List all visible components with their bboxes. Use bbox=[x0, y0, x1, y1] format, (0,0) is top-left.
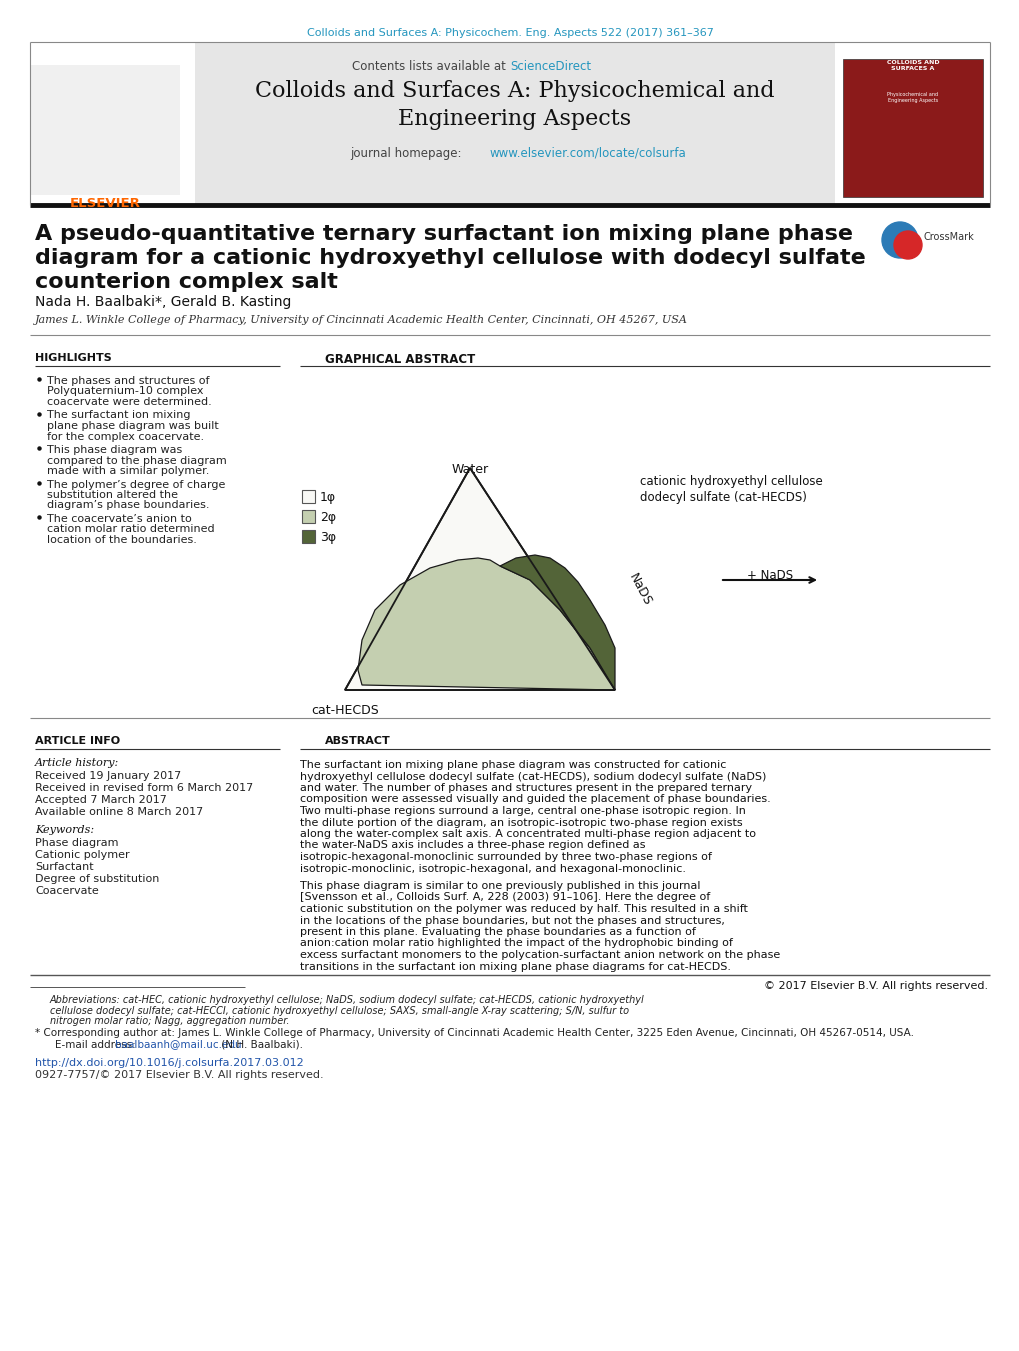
Text: isotropic-hexagonal-monoclinic surrounded by three two-phase regions of: isotropic-hexagonal-monoclinic surrounde… bbox=[300, 852, 711, 862]
Text: Received in revised form 6 March 2017: Received in revised form 6 March 2017 bbox=[35, 784, 253, 793]
Text: cationic hydroxyethyl cellulose: cationic hydroxyethyl cellulose bbox=[639, 476, 822, 488]
Bar bbox=[30, 65, 179, 195]
Text: cellulose dodecyl sulfate; cat-HECCI, cationic hydroxyethyl cellulose; SAXS, sma: cellulose dodecyl sulfate; cat-HECCI, ca… bbox=[50, 1005, 629, 1016]
Text: substitution altered the: substitution altered the bbox=[47, 490, 178, 500]
Text: counterion complex salt: counterion complex salt bbox=[35, 272, 337, 292]
Text: diagram’s phase boundaries.: diagram’s phase boundaries. bbox=[47, 500, 209, 511]
Text: Cationic polymer: Cationic polymer bbox=[35, 850, 129, 861]
Text: Surfactant: Surfactant bbox=[35, 862, 94, 871]
Text: Phase diagram: Phase diagram bbox=[35, 838, 118, 848]
Text: ABSTRACT: ABSTRACT bbox=[325, 736, 390, 746]
Text: Available online 8 March 2017: Available online 8 March 2017 bbox=[35, 807, 203, 817]
Polygon shape bbox=[344, 467, 614, 690]
Text: Nada H. Baalbaki*, Gerald B. Kasting: Nada H. Baalbaki*, Gerald B. Kasting bbox=[35, 295, 291, 309]
Text: for the complex coacervate.: for the complex coacervate. bbox=[47, 431, 204, 442]
Bar bbox=[302, 509, 315, 523]
Text: [Svensson et al., Colloids Surf. A, 228 (2003) 91–106]. Here the degree of: [Svensson et al., Colloids Surf. A, 228 … bbox=[300, 893, 709, 902]
Text: composition were assessed visually and guided the placement of phase boundaries.: composition were assessed visually and g… bbox=[300, 794, 770, 804]
Polygon shape bbox=[499, 555, 614, 690]
Text: COLLOIDS AND
SURFACES A: COLLOIDS AND SURFACES A bbox=[886, 59, 938, 72]
Text: compared to the phase diagram: compared to the phase diagram bbox=[47, 455, 226, 466]
Text: the water-NaDS axis includes a three-phase region defined as: the water-NaDS axis includes a three-pha… bbox=[300, 840, 645, 851]
Bar bbox=[302, 490, 315, 503]
Text: ScienceDirect: ScienceDirect bbox=[510, 59, 591, 73]
Text: Water: Water bbox=[451, 463, 488, 476]
Text: Colloids and Surfaces A: Physicochemical and
Engineering Aspects: Colloids and Surfaces A: Physicochemical… bbox=[255, 80, 774, 130]
Text: diagram for a cationic hydroxyethyl cellulose with dodecyl sulfate: diagram for a cationic hydroxyethyl cell… bbox=[35, 249, 865, 267]
Text: isotropic-monoclinic, isotropic-hexagonal, and hexagonal-monoclinic.: isotropic-monoclinic, isotropic-hexagona… bbox=[300, 863, 686, 874]
Text: coacervate were determined.: coacervate were determined. bbox=[47, 397, 212, 407]
Text: in the locations of the phase boundaries, but not the phases and structures,: in the locations of the phase boundaries… bbox=[300, 916, 725, 925]
Text: This phase diagram is similar to one previously published in this journal: This phase diagram is similar to one pre… bbox=[300, 881, 700, 892]
Text: the dilute portion of the diagram, an isotropic-isotropic two-phase region exist: the dilute portion of the diagram, an is… bbox=[300, 817, 742, 828]
Bar bbox=[842, 59, 982, 197]
Text: Article history:: Article history: bbox=[35, 758, 119, 767]
Text: 0927-7757/© 2017 Elsevier B.V. All rights reserved.: 0927-7757/© 2017 Elsevier B.V. All right… bbox=[35, 1070, 323, 1081]
Text: location of the boundaries.: location of the boundaries. bbox=[47, 535, 197, 544]
Text: journal homepage:: journal homepage: bbox=[350, 147, 465, 159]
Text: Accepted 7 March 2017: Accepted 7 March 2017 bbox=[35, 794, 167, 805]
Text: The coacervate’s anion to: The coacervate’s anion to bbox=[47, 513, 192, 524]
Text: Polyquaternium-10 complex: Polyquaternium-10 complex bbox=[47, 386, 204, 396]
Text: and water. The number of phases and structures present in the prepared ternary: and water. The number of phases and stru… bbox=[300, 784, 751, 793]
Text: along the water-complex salt axis. A concentrated multi-phase region adjacent to: along the water-complex salt axis. A con… bbox=[300, 830, 755, 839]
Text: The surfactant ion mixing plane phase diagram was constructed for cationic: The surfactant ion mixing plane phase di… bbox=[300, 761, 726, 770]
Text: dodecyl sulfate (cat-HECDS): dodecyl sulfate (cat-HECDS) bbox=[639, 490, 806, 504]
Bar bbox=[302, 530, 315, 543]
Text: hydroxyethyl cellulose dodecyl sulfate (cat-HECDS), sodium dodecyl sulfate (NaDS: hydroxyethyl cellulose dodecyl sulfate (… bbox=[300, 771, 765, 781]
Circle shape bbox=[881, 222, 917, 258]
Text: This phase diagram was: This phase diagram was bbox=[47, 444, 182, 455]
Text: plane phase diagram was built: plane phase diagram was built bbox=[47, 422, 218, 431]
Text: made with a similar polymer.: made with a similar polymer. bbox=[47, 466, 209, 476]
Text: Contents lists available at: Contents lists available at bbox=[352, 59, 510, 73]
Text: www.elsevier.com/locate/colsurfa: www.elsevier.com/locate/colsurfa bbox=[489, 147, 686, 159]
Text: baalbaanh@mail.uc.edu: baalbaanh@mail.uc.edu bbox=[115, 1039, 242, 1050]
Bar bbox=[195, 42, 835, 205]
Text: The phases and structures of: The phases and structures of bbox=[47, 376, 209, 386]
Text: nitrogen molar ratio; Nagg, aggregation number.: nitrogen molar ratio; Nagg, aggregation … bbox=[50, 1016, 289, 1025]
Text: + NaDS: + NaDS bbox=[746, 569, 793, 582]
Text: http://dx.doi.org/10.1016/j.colsurfa.2017.03.012: http://dx.doi.org/10.1016/j.colsurfa.201… bbox=[35, 1058, 304, 1067]
Text: anion:cation molar ratio highlighted the impact of the hydrophobic binding of: anion:cation molar ratio highlighted the… bbox=[300, 939, 733, 948]
Text: transitions in the surfactant ion mixing plane phase diagrams for cat-HECDS.: transitions in the surfactant ion mixing… bbox=[300, 962, 731, 971]
Text: Physicochemical and
Engineering Aspects: Physicochemical and Engineering Aspects bbox=[887, 92, 937, 103]
Text: 1φ: 1φ bbox=[320, 490, 336, 504]
Text: cationic substitution on the polymer was reduced by half. This resulted in a shi: cationic substitution on the polymer was… bbox=[300, 904, 747, 915]
Text: HIGHLIGHTS: HIGHLIGHTS bbox=[35, 353, 112, 363]
Text: E-mail address:: E-mail address: bbox=[55, 1039, 139, 1050]
Text: A pseudo-quantitative ternary surfactant ion mixing plane phase: A pseudo-quantitative ternary surfactant… bbox=[35, 224, 852, 245]
Text: GRAPHICAL ABSTRACT: GRAPHICAL ABSTRACT bbox=[325, 353, 475, 366]
Text: Degree of substitution: Degree of substitution bbox=[35, 874, 159, 884]
Text: CrossMark: CrossMark bbox=[923, 232, 974, 242]
Text: Received 19 January 2017: Received 19 January 2017 bbox=[35, 771, 181, 781]
Text: Colloids and Surfaces A: Physicochem. Eng. Aspects 522 (2017) 361–367: Colloids and Surfaces A: Physicochem. En… bbox=[307, 28, 712, 38]
Text: Two multi-phase regions surround a large, central one-phase isotropic region. In: Two multi-phase regions surround a large… bbox=[300, 807, 745, 816]
Text: cation molar ratio determined: cation molar ratio determined bbox=[47, 524, 214, 535]
Text: The surfactant ion mixing: The surfactant ion mixing bbox=[47, 411, 191, 420]
Text: excess surfactant monomers to the polycation-surfactant anion network on the pha: excess surfactant monomers to the polyca… bbox=[300, 950, 780, 961]
Text: © 2017 Elsevier B.V. All rights reserved.: © 2017 Elsevier B.V. All rights reserved… bbox=[763, 981, 987, 992]
Circle shape bbox=[893, 231, 921, 259]
Text: NaDS: NaDS bbox=[626, 571, 653, 608]
Text: Abbreviations: cat-HEC, cationic hydroxyethyl cellulose; NaDS, sodium dodecyl su: Abbreviations: cat-HEC, cationic hydroxy… bbox=[50, 994, 644, 1005]
Text: 2φ: 2φ bbox=[320, 511, 336, 524]
Text: Keywords:: Keywords: bbox=[35, 825, 94, 835]
Polygon shape bbox=[358, 558, 614, 690]
Text: 3φ: 3φ bbox=[320, 531, 336, 544]
Text: ELSEVIER: ELSEVIER bbox=[69, 197, 141, 209]
Text: (N.H. Baalbaki).: (N.H. Baalbaki). bbox=[218, 1039, 303, 1050]
Text: Coacervate: Coacervate bbox=[35, 886, 99, 896]
Text: ARTICLE INFO: ARTICLE INFO bbox=[35, 736, 120, 746]
Text: The polymer’s degree of charge: The polymer’s degree of charge bbox=[47, 480, 225, 489]
Text: * Corresponding author at: James L. Winkle College of Pharmacy, University of Ci: * Corresponding author at: James L. Wink… bbox=[35, 1028, 913, 1039]
Text: cat-HECDS: cat-HECDS bbox=[311, 704, 378, 717]
Text: present in this plane. Evaluating the phase boundaries as a function of: present in this plane. Evaluating the ph… bbox=[300, 927, 695, 938]
Text: James L. Winkle College of Pharmacy, University of Cincinnati Academic Health Ce: James L. Winkle College of Pharmacy, Uni… bbox=[35, 315, 687, 326]
